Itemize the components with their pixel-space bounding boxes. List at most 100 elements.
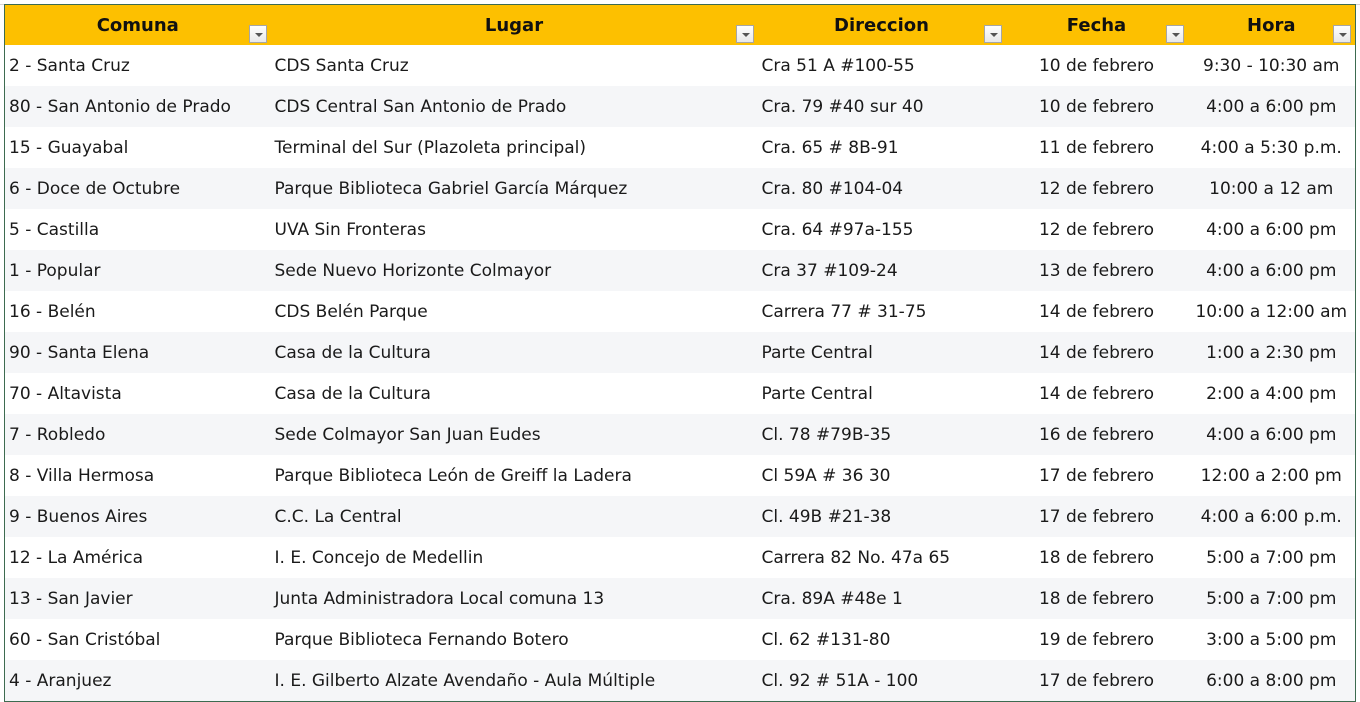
cell-lugar[interactable]: Casa de la Cultura [274,383,431,404]
cell-fecha[interactable]: 18 de febrero [1005,578,1188,619]
cell-direccion[interactable]: Cl. 78 #79B-35 [757,414,1006,455]
table-row: 12 - La América I. E. Concejo de Medellin… [5,537,1356,578]
cell-direccion[interactable]: Parte Central [757,332,1006,373]
cell-hora[interactable]: 4:00 a 6:00 p.m. [1187,496,1356,537]
cell-comuna[interactable]: 2 - Santa Cruz [9,55,130,76]
table-row: 15 - Guayabal Terminal del Sur (Plazoleta… [5,127,1356,168]
cell-fecha[interactable]: 10 de febrero [1005,86,1188,127]
cell-hora[interactable]: 3:00 a 5:00 pm [1206,629,1337,650]
cell-lugar[interactable]: CDS Belén Parque [274,301,428,322]
cell-hora[interactable]: 9:30 - 10:30 am [1203,55,1340,76]
cell-direccion[interactable]: Cra. 79 #40 sur 40 [757,86,1006,127]
cell-lugar[interactable]: I. E. Gilberto Alzate Avendaño - Aula Mú… [270,660,758,702]
cell-lugar[interactable]: Parque Biblioteca Fernando Botero [274,629,569,650]
cell-hora[interactable]: 12:00 a 2:00 pm [1200,465,1342,486]
table-row: 7 - Robledo Sede Colmayor San Juan Eudes C… [4,414,1356,455]
cell-direccion[interactable]: Cra. 65 # 8B-91 [761,137,899,158]
cell-lugar[interactable]: I. E. Concejo de Medellin [274,547,484,568]
cell-fecha[interactable]: 14 de febrero [1005,332,1188,373]
cell-comuna[interactable]: 8 - Villa Hermosa [9,465,155,486]
cell-comuna[interactable]: 7 - Robledo [4,414,271,455]
cell-comuna[interactable]: 70 - Altavista [9,383,122,404]
table-row: 90 - Santa Elena Casa de la Cultura Parte … [4,332,1356,373]
cell-direccion[interactable]: Cra. 80 #104-04 [757,168,1006,209]
cell-comuna[interactable]: 6 - Doce de Octubre [4,168,271,209]
cell-direccion[interactable]: Cra 37 #109-24 [757,250,1006,291]
cell-fecha[interactable]: 12 de febrero [1038,219,1154,240]
cell-comuna[interactable]: 80 - San Antonio de Prado [4,86,271,127]
cell-fecha[interactable]: 17 de febrero [1038,465,1154,486]
cell-direccion[interactable]: Carrera 82 No. 47a 65 [761,547,951,568]
cell-hora[interactable]: 4:00 a 6:00 pm [1187,86,1356,127]
cell-fecha[interactable]: 14 de febrero [1038,383,1154,404]
cell-comuna[interactable]: 13 - San Javier [4,578,271,619]
cell-hora[interactable]: 4:00 a 6:00 pm [1187,414,1356,455]
cell-comuna[interactable]: 4 - Aranjuez [4,660,271,702]
cell-lugar[interactable]: Parque Biblioteca León de Greiff la Lade… [274,465,632,486]
cell-hora[interactable]: 5:00 a 7:00 pm [1187,578,1356,619]
cell-fecha[interactable]: 14 de febrero [1038,301,1154,322]
cell-lugar[interactable]: Casa de la Cultura [270,332,758,373]
schedule-table: Comuna Lugar Direccion Fecha Hora 2 - Santa … [4,4,1356,702]
cell-direccion[interactable]: Cl 59A # 36 30 [761,465,891,486]
cell-direccion[interactable]: Cl. 62 #131-80 [761,629,891,650]
table-row: 70 - Altavista Casa de la Cultura Parte Ce… [5,373,1356,414]
table-row: 60 - San Cristóbal Parque Biblioteca Fern… [5,619,1356,660]
cell-lugar[interactable]: Sede Nuevo Horizonte Colmayor [270,250,758,291]
cell-hora[interactable]: 6:00 a 8:00 pm [1187,660,1356,702]
cell-hora[interactable]: 4:00 a 5:30 p.m. [1200,137,1342,158]
column-header-label: Hora [1247,14,1296,36]
filter-dropdown-icon[interactable] [1333,25,1351,43]
table-row: 1 - Popular Sede Nuevo Horizonte Colmayor… [4,250,1356,291]
cell-fecha[interactable]: 10 de febrero [1038,55,1154,76]
cell-hora[interactable]: 10:00 a 12 am [1187,168,1356,209]
table-row: 80 - San Antonio de Prado CDS Central San… [4,86,1356,127]
cell-hora[interactable]: 4:00 a 6:00 pm [1206,219,1337,240]
table-row: 9 - Buenos Aires C.C. La Central Cl. 49B #… [4,496,1356,537]
cell-direccion[interactable]: Cl. 92 # 51A - 100 [757,660,1006,702]
cell-comuna[interactable]: 15 - Guayabal [9,137,129,158]
cell-lugar[interactable]: Parque Biblioteca Gabriel García Márquez [270,168,758,209]
filter-dropdown-icon[interactable] [983,25,1002,43]
cell-hora[interactable]: 1:00 a 2:30 pm [1187,332,1356,373]
filter-dropdown-icon[interactable] [735,25,754,43]
cell-direccion[interactable]: Cra. 89A #48e 1 [757,578,1006,619]
cell-direccion[interactable]: Carrera 77 # 31-75 [761,301,927,322]
column-header-direccion: Direccion [757,4,1006,45]
cell-fecha[interactable]: 17 de febrero [1005,660,1188,702]
cell-fecha[interactable]: 18 de febrero [1038,547,1154,568]
column-header-label: Lugar [484,14,544,36]
cell-direccion[interactable]: Parte Central [761,383,873,404]
cell-comuna[interactable]: 5 - Castilla [9,219,100,240]
cell-fecha[interactable]: 11 de febrero [1038,137,1154,158]
cell-hora[interactable]: 5:00 a 7:00 pm [1206,547,1337,568]
filter-dropdown-icon[interactable] [1165,25,1184,43]
cell-fecha[interactable]: 13 de febrero [1005,250,1188,291]
cell-hora[interactable]: 4:00 a 6:00 pm [1187,250,1356,291]
filter-dropdown-icon[interactable] [248,25,267,43]
cell-direccion[interactable]: Cra 51 A #100-55 [761,55,915,76]
cell-comuna[interactable]: 16 - Belén [9,301,96,322]
cell-lugar[interactable]: CDS Santa Cruz [274,55,409,76]
cell-hora[interactable]: 10:00 a 12:00 am [1195,301,1348,322]
cell-direccion[interactable]: Cl. 49B #21-38 [757,496,1006,537]
cell-fecha[interactable]: 17 de febrero [1005,496,1188,537]
cell-direccion[interactable]: Cra. 64 #97a-155 [761,219,914,240]
cell-comuna[interactable]: 90 - Santa Elena [4,332,271,373]
cell-lugar[interactable]: Terminal del Sur (Plazoleta principal) [274,137,587,158]
table-row: 16 - Belén CDS Belén Parque Carrera 77 # 3… [5,291,1356,332]
cell-fecha[interactable]: 12 de febrero [1005,168,1188,209]
cell-comuna[interactable]: 12 - La América [9,547,143,568]
cell-hora[interactable]: 2:00 a 4:00 pm [1206,383,1337,404]
cell-comuna[interactable]: 60 - San Cristóbal [9,629,161,650]
cell-lugar[interactable]: Sede Colmayor San Juan Eudes [270,414,758,455]
cell-lugar[interactable]: C.C. La Central [270,496,758,537]
cell-fecha[interactable]: 19 de febrero [1038,629,1154,650]
cell-lugar[interactable]: Junta Administradora Local comuna 13 [270,578,758,619]
cell-comuna[interactable]: 9 - Buenos Aires [4,496,271,537]
cell-lugar[interactable]: UVA Sin Fronteras [274,219,426,240]
cell-fecha[interactable]: 16 de febrero [1005,414,1188,455]
table-row: 4 - Aranjuez I. E. Gilberto Alzate Avenda… [4,660,1356,702]
cell-lugar[interactable]: CDS Central San Antonio de Prado [270,86,758,127]
cell-comuna[interactable]: 1 - Popular [4,250,271,291]
